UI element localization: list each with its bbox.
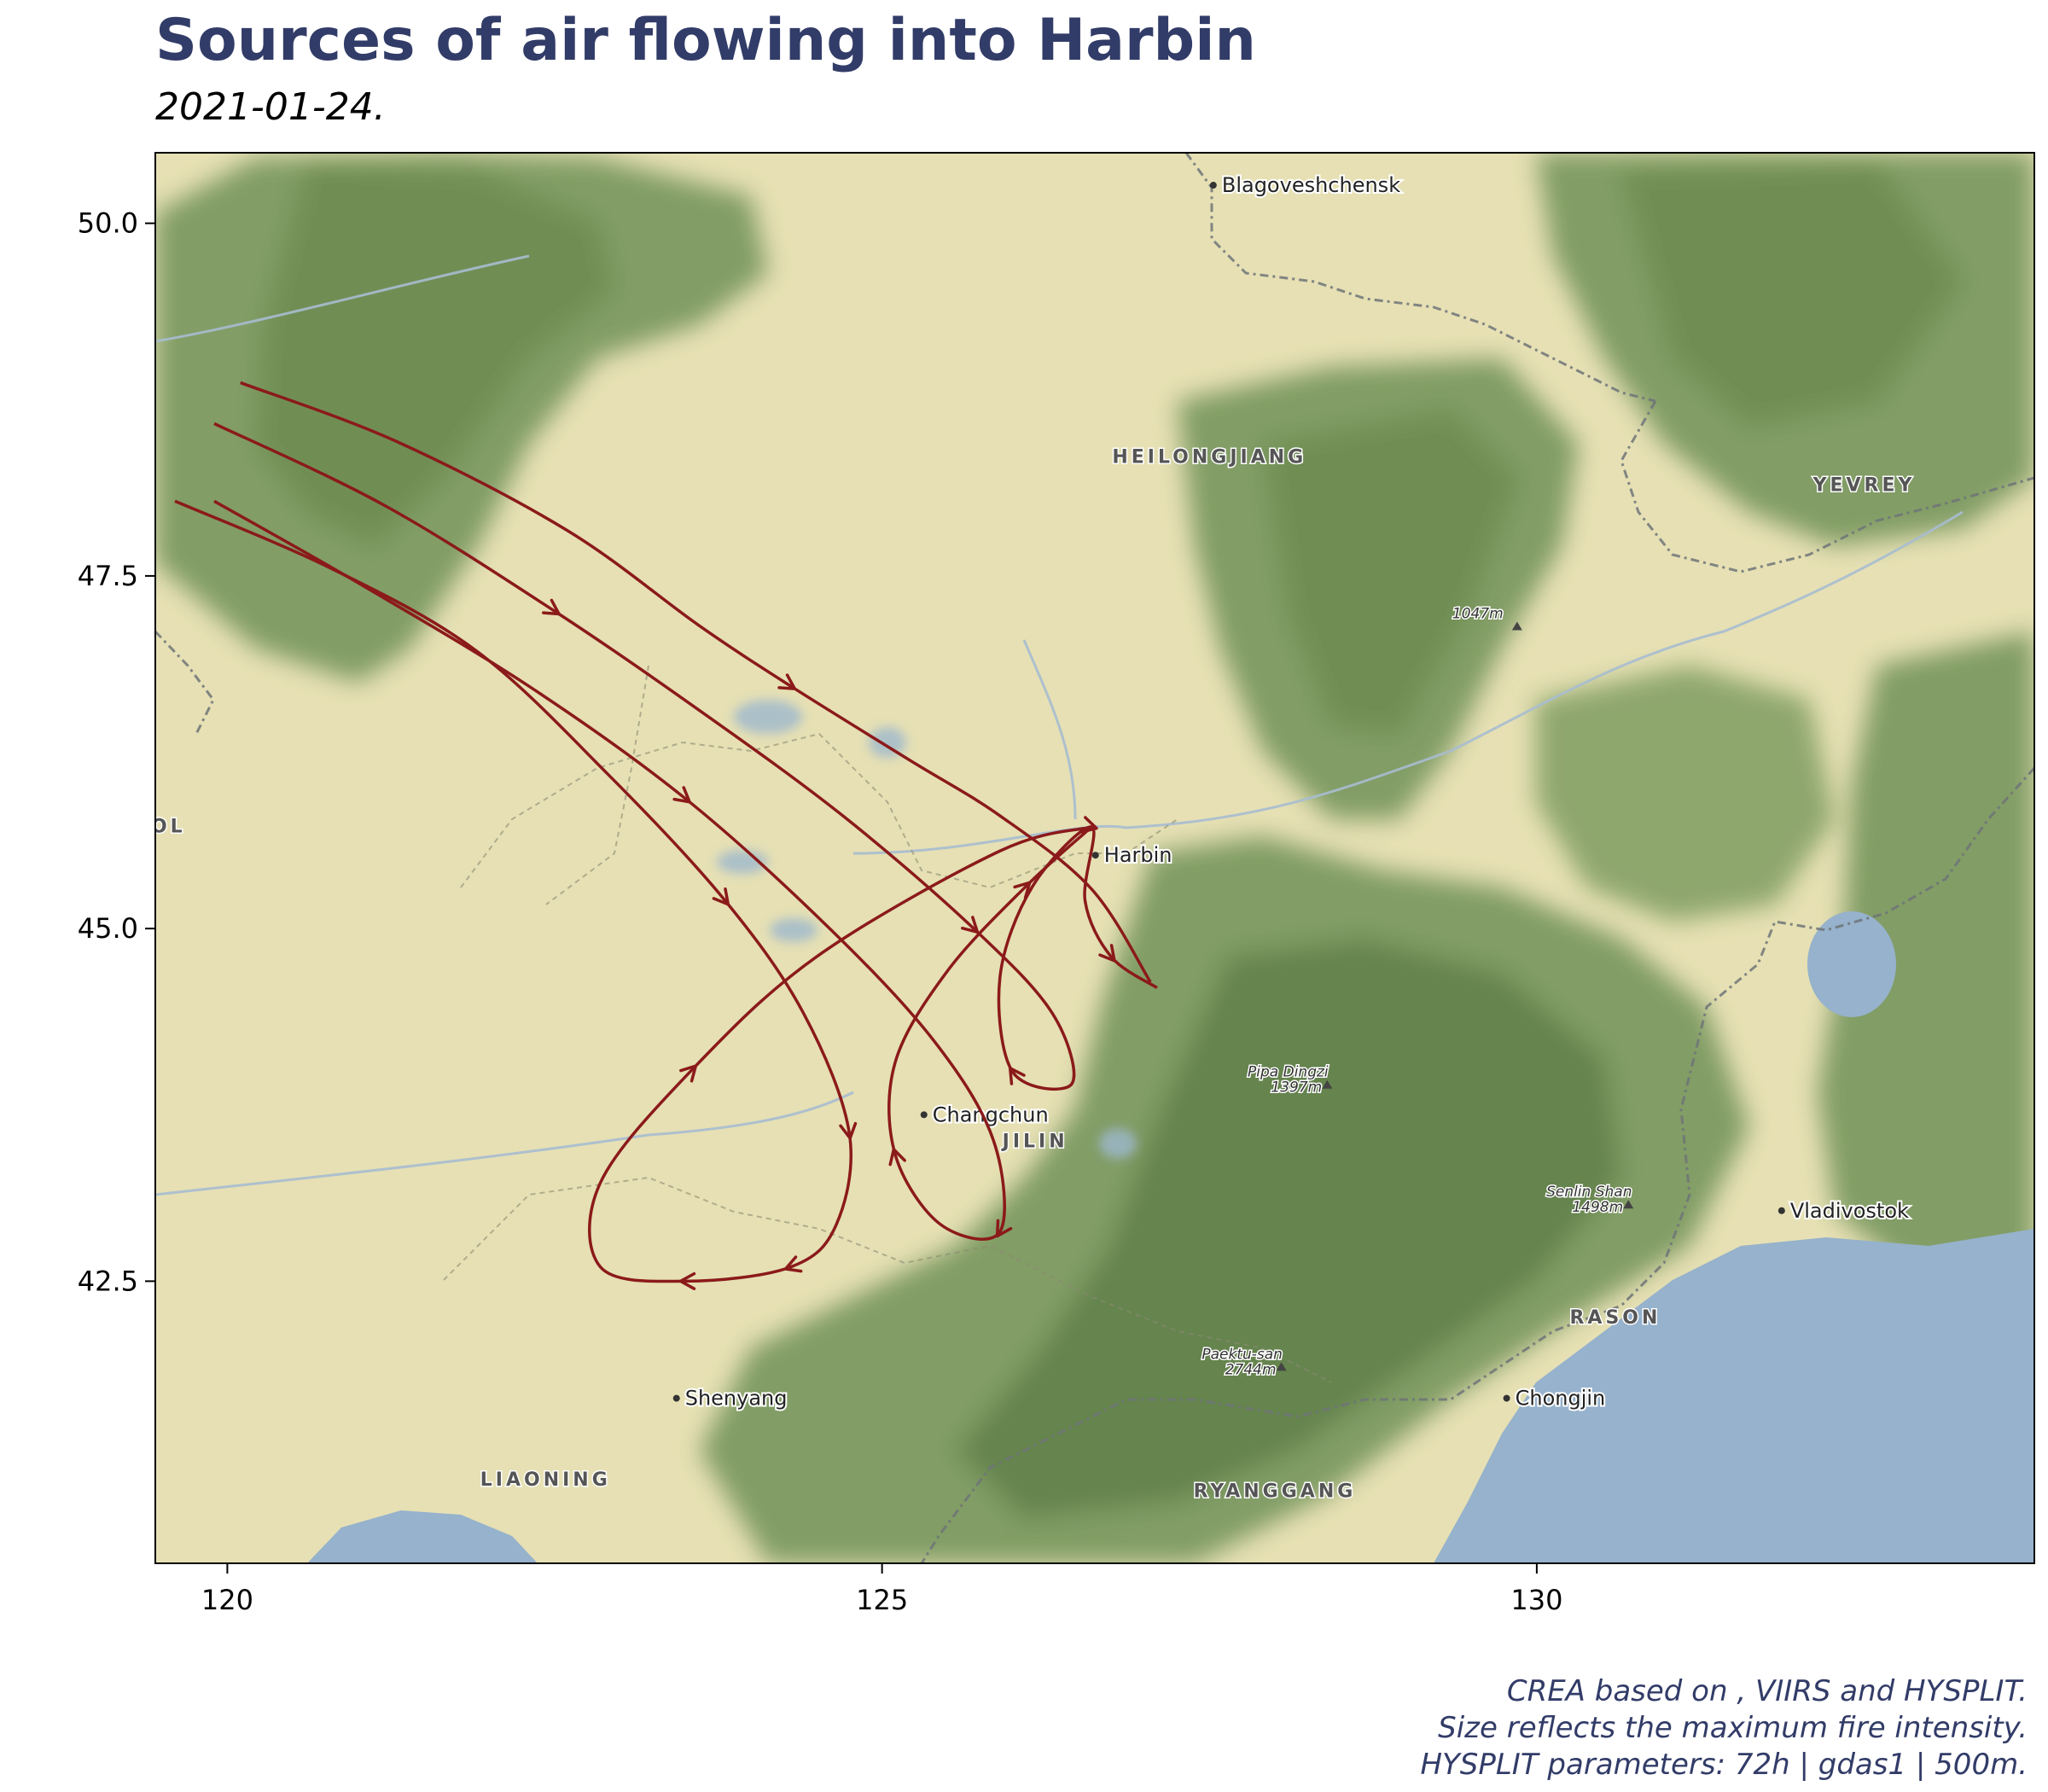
city-marker xyxy=(1091,852,1099,859)
trajectory-arrow xyxy=(888,1148,906,1167)
region-label: HEILONGJIANG xyxy=(1112,447,1306,468)
peak-label: Senlin Shan xyxy=(1546,1184,1632,1201)
province-boundaries xyxy=(443,665,1332,1383)
trajectory-arrow xyxy=(678,1271,696,1290)
y-tick-label: 42.5 xyxy=(78,1265,138,1297)
trajectory-line xyxy=(240,381,1152,983)
y-tick-label: 47.5 xyxy=(78,560,138,592)
city-label: Blagoveshchensk xyxy=(1222,173,1400,197)
region-label: JILIN xyxy=(1001,1131,1068,1152)
trajectory-arrow xyxy=(1008,1067,1026,1085)
trajectory-arrow xyxy=(679,1064,698,1083)
region-label: YEVREY xyxy=(1812,475,1916,497)
trajectory-line xyxy=(213,499,1093,1241)
page-subtitle: 2021-01-24. xyxy=(155,85,386,129)
city-label: Chongjin xyxy=(1516,1387,1606,1411)
peak-marker xyxy=(1276,1362,1287,1371)
peak-marker xyxy=(1623,1200,1634,1209)
peak-elevation-label: 1397m xyxy=(1271,1079,1322,1097)
trajectory-arrow xyxy=(672,786,691,804)
trajectory-arrow xyxy=(995,1219,1013,1238)
trajectory-arrow xyxy=(542,598,561,616)
trajectory-arrow xyxy=(783,1255,803,1273)
trajectory-arrow xyxy=(1098,944,1116,963)
region-label: OL xyxy=(151,817,186,838)
city-marker xyxy=(920,1111,928,1119)
x-tick-label: 120 xyxy=(201,1584,253,1616)
map-panel-border xyxy=(154,152,2035,1564)
lake-khanka xyxy=(1807,911,1896,1017)
caption-line-3: HYSPLIT parameters: 72h | gdas1 | 500m. xyxy=(1420,1748,2028,1782)
trajectories-layer xyxy=(174,381,1158,1290)
city-label: Harbin xyxy=(1104,843,1172,867)
basemap: Blagoveshchensk Harbin Changchun Shenyang Vl… xyxy=(151,153,2034,1563)
bohai-bay xyxy=(307,1510,538,1563)
trajectory-arrow xyxy=(777,673,797,690)
trajectory-line xyxy=(174,499,1092,1283)
peak-marker xyxy=(1511,621,1522,631)
water-bodies xyxy=(307,700,2034,1563)
peak-label: 1047m xyxy=(1452,605,1504,622)
caption-line-1: CREA based on , VIIRS and HYSPLIT. xyxy=(1506,1674,2028,1708)
region-label: LIAONING xyxy=(480,1469,611,1491)
city-marker xyxy=(672,1394,680,1402)
trajectory-arrow xyxy=(712,887,730,906)
city-marker xyxy=(1503,1394,1510,1402)
trajectory-line xyxy=(213,422,1158,1091)
x-tick-label: 125 xyxy=(856,1584,908,1616)
peak-marker xyxy=(1322,1079,1333,1089)
places-layer: Blagoveshchensk Harbin Changchun Shenyang Vl… xyxy=(672,172,1911,1412)
y-axis: 50.0 47.5 45.0 42.5 xyxy=(78,207,155,1297)
sea-of-japan xyxy=(1434,1229,2034,1563)
caption-line-2: Size reflects the maximum fire intensity… xyxy=(1438,1711,2028,1745)
region-label: RYANGGANG xyxy=(1194,1481,1357,1502)
trajectory-arrow xyxy=(839,1121,858,1140)
regions-layer: HEILONGJIANG YEVREY JILIN LIAONING RASON RYAN… xyxy=(151,445,1916,1504)
trajectory-arrow xyxy=(1013,881,1032,899)
international-borders xyxy=(155,153,2034,1563)
city-label: Vladivostok xyxy=(1790,1199,1909,1223)
x-tick-label: 130 xyxy=(1510,1584,1562,1616)
x-axis: 120 125 130 xyxy=(201,1563,1562,1616)
city-label: Changchun xyxy=(933,1103,1049,1126)
city-marker xyxy=(1777,1207,1785,1214)
peak-label: Paektu-san xyxy=(1201,1346,1283,1363)
page-title: Sources of air flowing into Harbin xyxy=(155,7,1256,74)
peak-elevation-label: 2744m xyxy=(1225,1361,1277,1378)
city-marker xyxy=(1209,182,1217,189)
y-tick-label: 50.0 xyxy=(78,207,138,240)
peak-elevation-label: 1498m xyxy=(1572,1199,1623,1216)
region-label: RASON xyxy=(1569,1307,1661,1329)
peak-label: Pipa Dingzi xyxy=(1248,1064,1329,1081)
trajectory-arrow xyxy=(961,916,980,934)
city-label: Shenyang xyxy=(685,1387,788,1411)
y-tick-label: 45.0 xyxy=(78,912,138,945)
